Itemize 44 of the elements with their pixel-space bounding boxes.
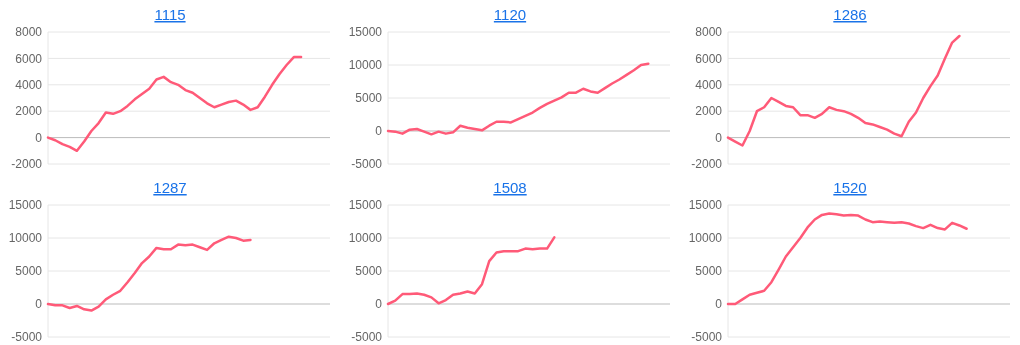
y-tick-label: 15000 (348, 25, 383, 40)
y-tick-label: 10000 (8, 231, 43, 246)
y-tick-label: 0 (35, 130, 43, 145)
y-tick-label: -5000 (351, 157, 383, 172)
y-tick-label: -5000 (11, 330, 43, 345)
line-series (46, 235, 252, 312)
line-series (726, 212, 968, 306)
y-tick-label: 15000 (8, 198, 43, 213)
y-tick-label: 5000 (355, 91, 383, 106)
y-tick-label: -5000 (351, 330, 383, 345)
y-tick-label: 4000 (15, 78, 43, 92)
chart-title: 1287 (153, 179, 187, 196)
line-series (46, 55, 303, 153)
y-tick-label: 4000 (695, 78, 723, 92)
y-tick-label: 5000 (15, 264, 43, 279)
y-tick-label: 10000 (348, 58, 383, 73)
y-tick-label: 15000 (348, 198, 383, 213)
y-tick-label: 2000 (695, 104, 723, 119)
y-tick-label: 0 (375, 297, 383, 312)
chart-title: 1115 (154, 6, 186, 23)
line-series (386, 62, 650, 136)
y-tick-label: 0 (715, 130, 723, 145)
y-tick-label: 10000 (688, 231, 723, 246)
line-series (386, 236, 556, 306)
y-tick-label: -2000 (11, 157, 43, 172)
y-tick-label: 10000 (348, 231, 383, 246)
y-tick-label: 6000 (695, 51, 723, 66)
y-tick-label: 5000 (695, 264, 723, 279)
line-series (726, 34, 961, 147)
y-tick-label: -2000 (691, 157, 723, 172)
chart-title: 1120 (493, 6, 527, 23)
y-tick-label: 0 (35, 297, 43, 312)
y-tick-label: 8000 (695, 25, 723, 40)
y-tick-label: 2000 (15, 104, 43, 119)
y-tick-label: 0 (375, 124, 383, 139)
chart-title: 1286 (833, 6, 867, 23)
y-tick-label: -5000 (691, 330, 723, 345)
y-tick-label: 6000 (15, 51, 43, 66)
y-tick-label: 8000 (15, 25, 43, 40)
chart-title: 1520 (833, 179, 867, 196)
y-tick-label: 0 (715, 297, 723, 312)
y-tick-label: 5000 (355, 264, 383, 279)
y-tick-label: 15000 (688, 198, 723, 213)
chart-title: 1508 (493, 179, 527, 196)
